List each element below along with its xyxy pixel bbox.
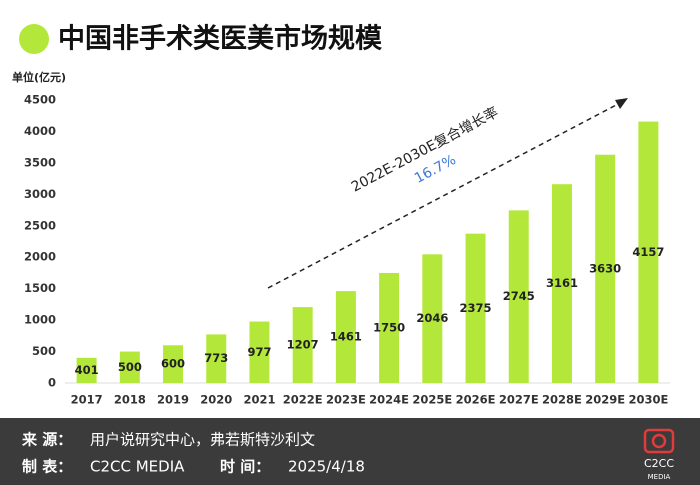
x-tick-label: 2019 xyxy=(157,393,189,407)
y-tick-label: 500 xyxy=(32,344,56,358)
logo-top: C2CC xyxy=(644,457,674,470)
x-tick-label: 2028E xyxy=(542,393,582,407)
value-label: 1207 xyxy=(287,338,319,352)
maker: C2CC MEDIA xyxy=(90,458,185,476)
value-label: 977 xyxy=(247,345,271,359)
x-tick-label: 2030E xyxy=(628,393,668,407)
y-tick-label: 4500 xyxy=(24,93,56,107)
value-label: 1750 xyxy=(373,320,405,334)
value-label: 2745 xyxy=(503,289,535,303)
annotation: 2022E-2030E复合增长率 16.7% xyxy=(348,104,501,196)
y-tick-label: 3000 xyxy=(24,187,56,201)
time-label: 时 间： xyxy=(220,458,270,476)
bar xyxy=(163,345,184,383)
title-dot xyxy=(19,24,49,54)
bar xyxy=(335,291,356,383)
value-label: 4157 xyxy=(632,245,664,259)
source: 用户说研究中心，弗若斯特沙利文 xyxy=(90,431,315,449)
y-tick-label: 1500 xyxy=(24,281,56,295)
bar xyxy=(465,233,486,383)
y-tick-label: 1000 xyxy=(24,313,56,327)
time: 2025/4/18 xyxy=(288,458,365,476)
chart-title: 中国非手术类医美市场规模 xyxy=(58,23,382,55)
x-tick-label: 2022E xyxy=(283,393,323,407)
bar xyxy=(379,272,400,383)
logo-icon xyxy=(643,428,675,454)
y-tick-label: 3500 xyxy=(24,155,56,169)
value-label: 3161 xyxy=(546,276,578,290)
logo-bottom: MEDIA xyxy=(648,473,671,481)
bar xyxy=(206,334,227,383)
bar xyxy=(249,321,270,383)
value-label: 3630 xyxy=(589,261,621,275)
bar xyxy=(595,154,616,383)
value-label: 600 xyxy=(161,357,185,371)
cagr-arrow xyxy=(267,102,621,289)
x-tick-label: 2020 xyxy=(200,393,232,407)
x-tick-label: 2017 xyxy=(71,393,103,407)
source-label: 来 源： xyxy=(21,431,72,449)
value-label: 401 xyxy=(75,363,99,377)
arrow-head xyxy=(615,98,628,109)
bar xyxy=(551,184,572,383)
x-tick-label: 2023E xyxy=(326,393,366,407)
y-tick-label: 4000 xyxy=(24,124,56,138)
logo-lens xyxy=(651,433,667,449)
x-tick-label: 2018 xyxy=(114,393,146,407)
value-label: 1461 xyxy=(330,330,362,344)
footer-band xyxy=(0,418,700,485)
y-tick-label: 2000 xyxy=(24,250,56,264)
maker-label: 制 表： xyxy=(22,458,72,476)
x-tick-label: 2029E xyxy=(585,393,625,407)
bar xyxy=(119,351,140,383)
bar xyxy=(76,357,97,383)
y-tick-label: 2500 xyxy=(24,218,56,232)
bar xyxy=(422,254,443,383)
x-tick-label: 2021 xyxy=(243,393,275,407)
x-tick-label: 2024E xyxy=(369,393,409,407)
value-label: 2375 xyxy=(460,301,492,315)
x-tick-label: 2026E xyxy=(456,393,496,407)
x-tick-label: 2027E xyxy=(499,393,539,407)
bar xyxy=(292,307,313,383)
y-tick-label: 0 xyxy=(48,376,56,390)
bar xyxy=(638,121,659,383)
value-label: 500 xyxy=(118,360,142,374)
bar xyxy=(508,210,529,383)
unit-label: 单位(亿元) xyxy=(12,70,66,84)
x-tick-label: 2025E xyxy=(412,393,452,407)
value-label: 773 xyxy=(204,351,228,365)
value-label: 2046 xyxy=(416,311,448,325)
